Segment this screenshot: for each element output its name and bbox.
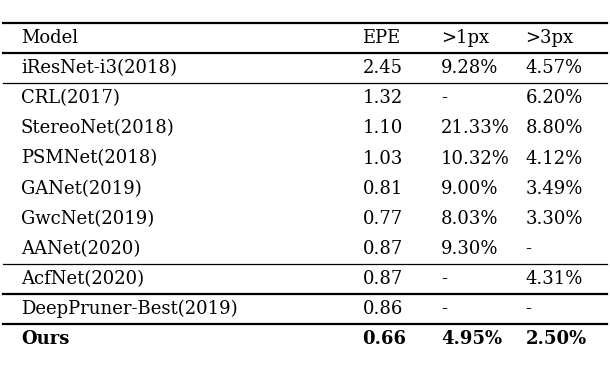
Text: Model: Model (21, 29, 78, 47)
Text: 1.03: 1.03 (362, 150, 403, 168)
Text: 9.00%: 9.00% (441, 180, 498, 198)
Text: 9.30%: 9.30% (441, 240, 498, 258)
Text: 0.81: 0.81 (362, 180, 403, 198)
Text: 0.87: 0.87 (362, 270, 403, 288)
Text: AcfNet(2020): AcfNet(2020) (21, 270, 144, 288)
Text: AANet(2020): AANet(2020) (21, 240, 140, 258)
Text: 10.32%: 10.32% (441, 150, 510, 168)
Text: GwcNet(2019): GwcNet(2019) (21, 210, 154, 228)
Text: 0.66: 0.66 (362, 331, 406, 349)
Text: EPE: EPE (362, 29, 401, 47)
Text: -: - (441, 89, 447, 107)
Text: 4.57%: 4.57% (526, 59, 583, 77)
Text: Ours: Ours (21, 331, 70, 349)
Text: -: - (441, 270, 447, 288)
Text: 0.86: 0.86 (362, 300, 403, 318)
Text: 8.03%: 8.03% (441, 210, 498, 228)
Text: 0.87: 0.87 (362, 240, 403, 258)
Text: 6.20%: 6.20% (526, 89, 583, 107)
Text: 3.49%: 3.49% (526, 180, 583, 198)
Text: 2.50%: 2.50% (526, 331, 587, 349)
Text: 0.77: 0.77 (362, 210, 403, 228)
Text: 4.12%: 4.12% (526, 150, 583, 168)
Text: 8.80%: 8.80% (526, 119, 583, 137)
Text: CRL(2017): CRL(2017) (21, 89, 120, 107)
Text: 1.32: 1.32 (362, 89, 403, 107)
Text: 4.95%: 4.95% (441, 331, 502, 349)
Text: 4.31%: 4.31% (526, 270, 583, 288)
Text: 2.45: 2.45 (362, 59, 403, 77)
Text: -: - (441, 300, 447, 318)
Text: 3.30%: 3.30% (526, 210, 583, 228)
Text: PSMNet(2018): PSMNet(2018) (21, 150, 157, 168)
Text: 9.28%: 9.28% (441, 59, 498, 77)
Text: StereoNet(2018): StereoNet(2018) (21, 119, 174, 137)
Text: 21.33%: 21.33% (441, 119, 510, 137)
Text: 1.10: 1.10 (362, 119, 403, 137)
Text: -: - (526, 300, 532, 318)
Text: iResNet-i3(2018): iResNet-i3(2018) (21, 59, 177, 77)
Text: GANet(2019): GANet(2019) (21, 180, 142, 198)
Text: >1px: >1px (441, 29, 489, 47)
Text: -: - (526, 240, 532, 258)
Text: DeepPruner-Best(2019): DeepPruner-Best(2019) (21, 300, 237, 318)
Text: >3px: >3px (526, 29, 574, 47)
